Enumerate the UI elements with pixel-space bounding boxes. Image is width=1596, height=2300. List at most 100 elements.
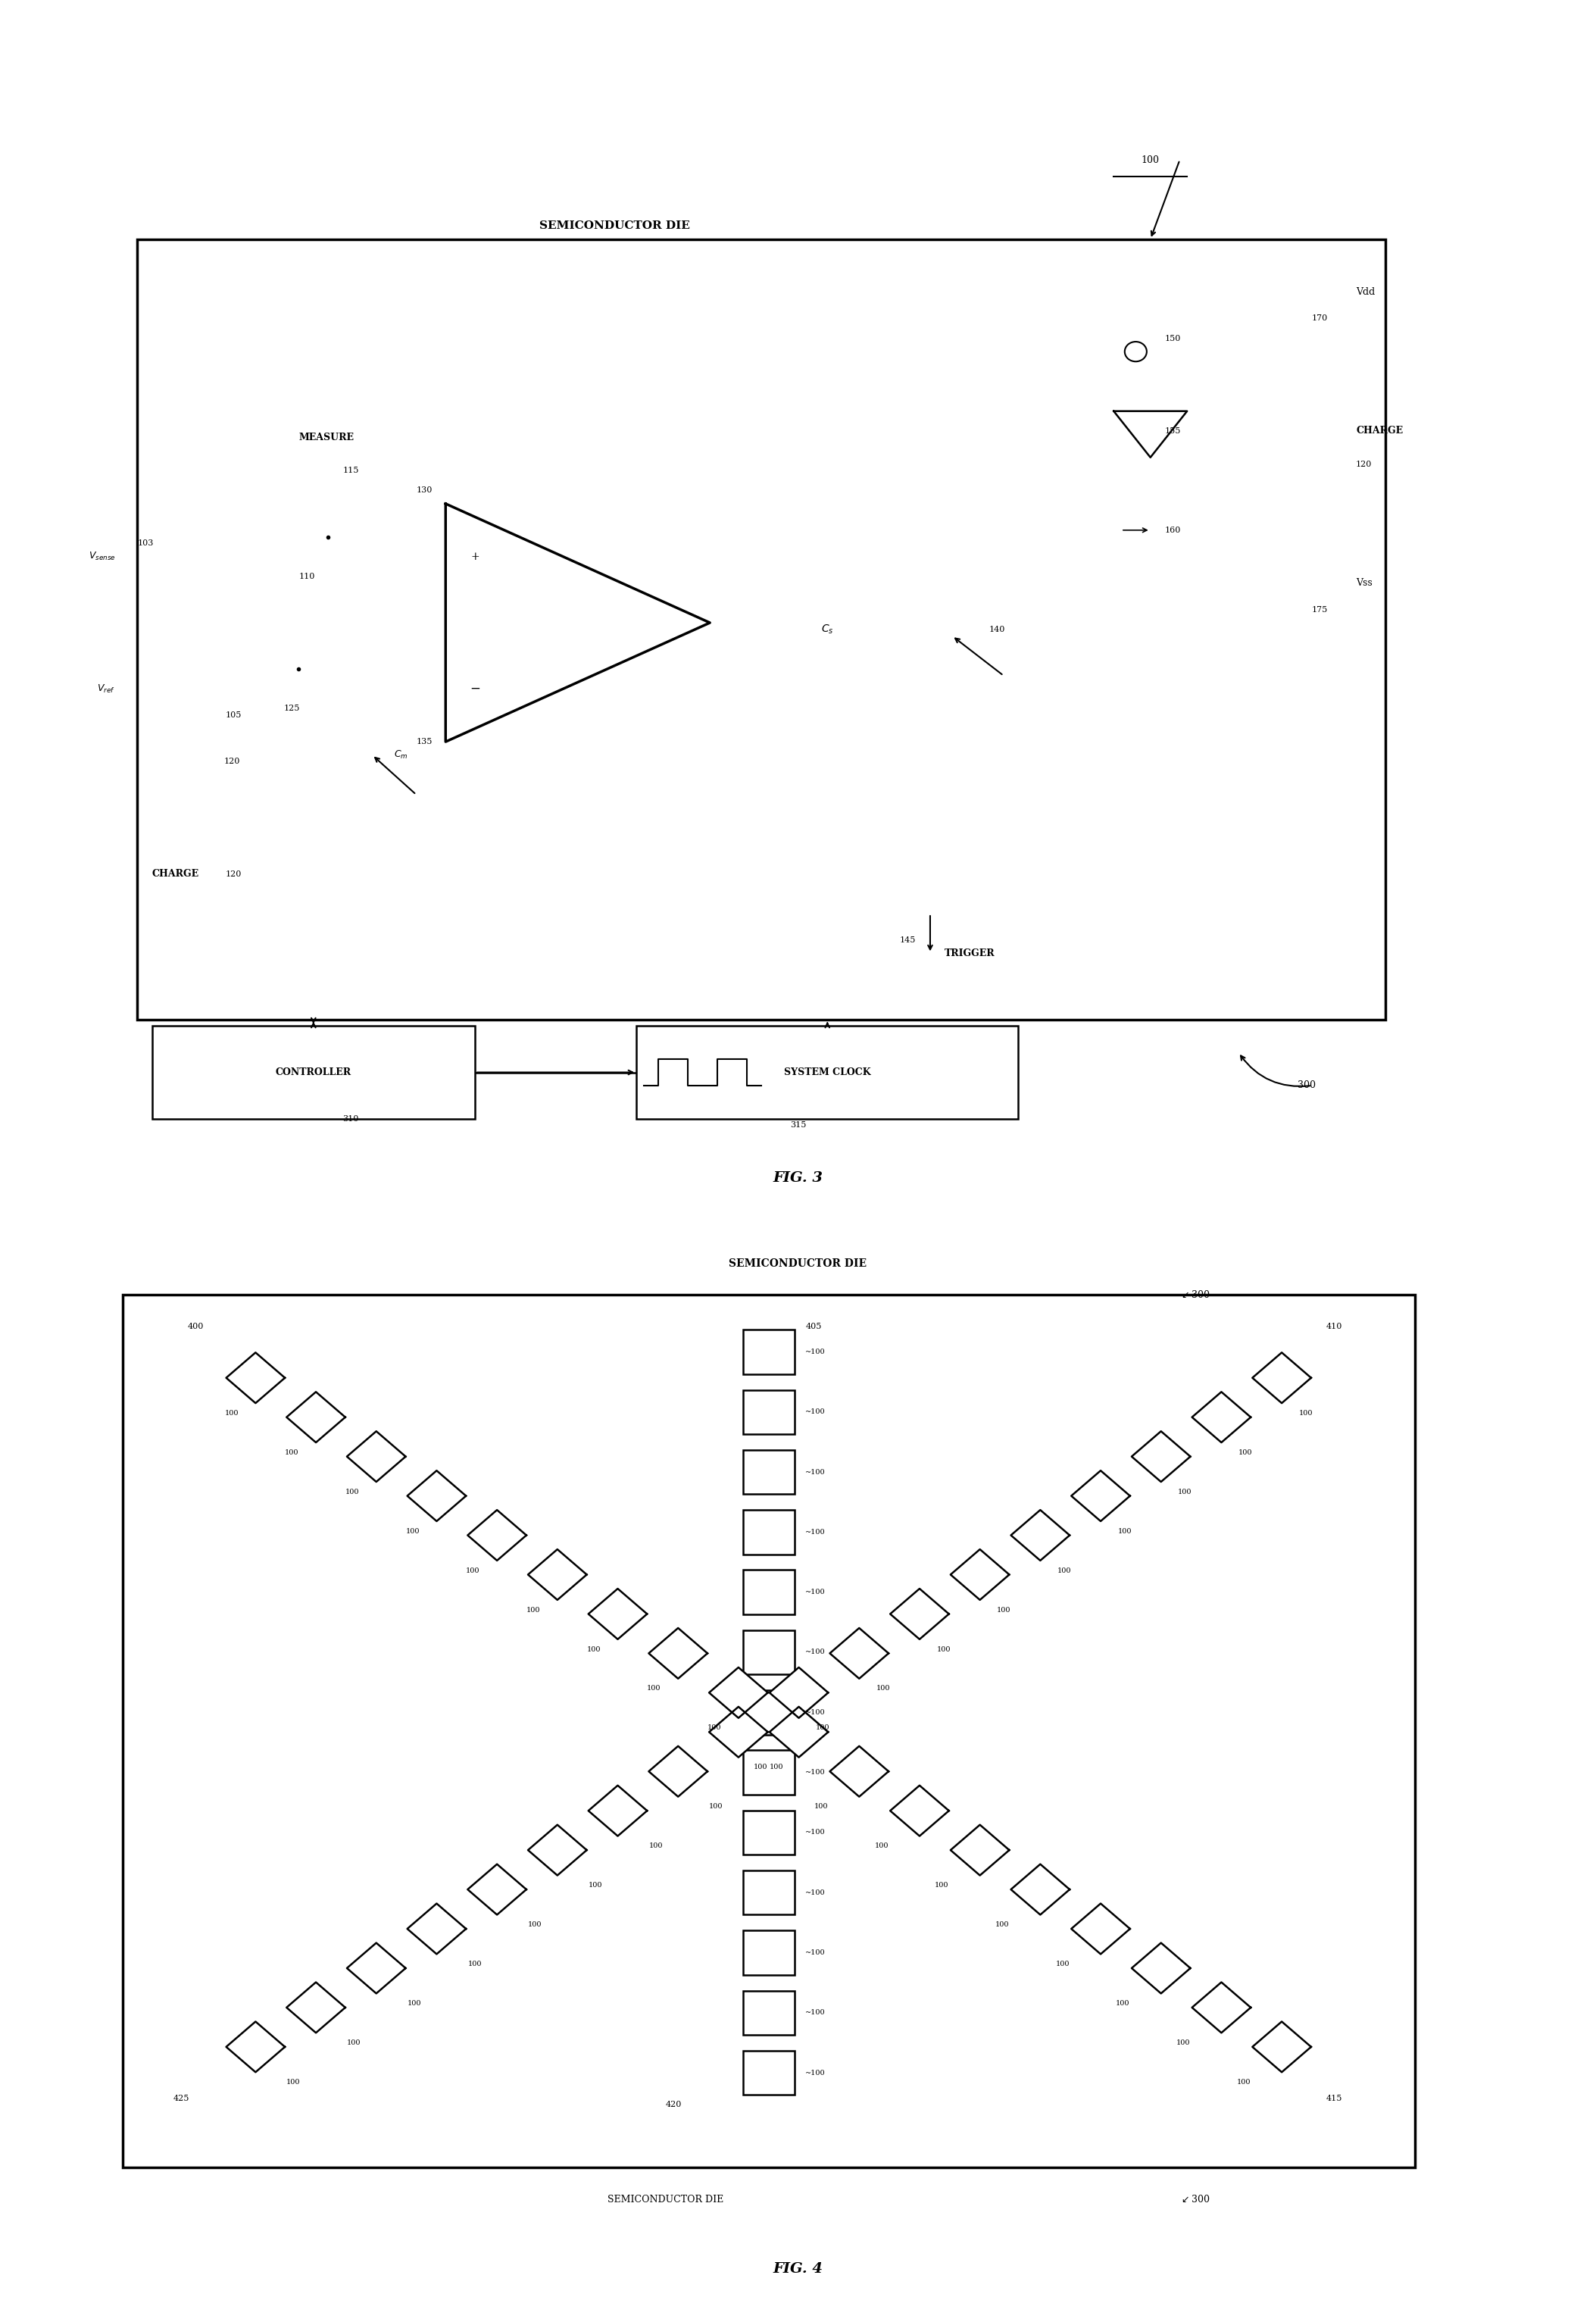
Polygon shape [589, 1589, 646, 1640]
Polygon shape [1010, 1863, 1069, 1914]
Text: 100: 100 [646, 1686, 661, 1693]
Text: CONTROLLER: CONTROLLER [276, 1067, 351, 1076]
Text: 100: 100 [589, 1881, 602, 1888]
Text: SEMICONDUCTOR DIE: SEMICONDUCTOR DIE [608, 2194, 725, 2203]
Text: 100: 100 [466, 1566, 480, 1573]
Text: 135: 135 [417, 738, 433, 745]
Text: 100: 100 [527, 1605, 541, 1612]
Text: 100: 100 [769, 1764, 784, 1771]
Text: 100: 100 [996, 1920, 1009, 1927]
Text: 100: 100 [287, 2079, 300, 2086]
Polygon shape [227, 2022, 286, 2072]
Text: SYSTEM CLOCK: SYSTEM CLOCK [784, 1067, 871, 1076]
Text: 175: 175 [1312, 605, 1328, 614]
Text: 100: 100 [1237, 2079, 1251, 2086]
Bar [744, 1810, 795, 1854]
Polygon shape [287, 1983, 345, 2033]
Polygon shape [830, 1628, 889, 1679]
Text: 315: 315 [790, 1122, 806, 1129]
Text: Vdd: Vdd [1357, 288, 1376, 297]
Text: 105: 105 [225, 711, 241, 720]
Polygon shape [1071, 1470, 1130, 1520]
Text: 130: 130 [417, 488, 433, 494]
Text: 120: 120 [223, 757, 239, 766]
Text: 100: 100 [407, 2001, 421, 2008]
Polygon shape [1253, 1352, 1310, 1403]
Text: ~100: ~100 [806, 2010, 825, 2017]
Text: 100: 100 [468, 1960, 482, 1967]
Bar [744, 1930, 795, 1976]
Text: ~100: ~100 [806, 1348, 825, 1355]
Bar [744, 1449, 795, 1495]
Text: 420: 420 [666, 2100, 681, 2109]
Text: ~100: ~100 [806, 1829, 825, 1835]
Text: 400: 400 [188, 1322, 204, 1329]
Text: 100: 100 [1178, 1488, 1192, 1495]
Bar [744, 1870, 795, 1914]
Text: 100: 100 [709, 1803, 723, 1810]
Text: 410: 410 [1326, 1322, 1342, 1329]
Text: ~100: ~100 [806, 1589, 825, 1596]
Text: 100: 100 [816, 1725, 830, 1732]
Text: 300: 300 [1298, 1081, 1315, 1090]
Text: 125: 125 [284, 704, 300, 713]
Text: MEASURE: MEASURE [298, 432, 354, 442]
Text: Vss: Vss [1357, 577, 1373, 589]
Bar [744, 1750, 795, 1794]
Text: TRIGGER: TRIGGER [945, 948, 996, 959]
Text: 120: 120 [225, 869, 241, 879]
Text: 120: 120 [1357, 460, 1373, 467]
Polygon shape [648, 1628, 707, 1679]
Polygon shape [346, 1431, 405, 1481]
Polygon shape [468, 1863, 527, 1914]
Text: 100: 100 [876, 1686, 891, 1693]
Text: $\swarrow$300: $\swarrow$300 [1179, 1290, 1210, 1300]
Text: 170: 170 [1312, 315, 1328, 322]
Polygon shape [589, 1785, 646, 1835]
Text: ~100: ~100 [806, 1408, 825, 1414]
Text: CHARGE: CHARGE [152, 869, 200, 879]
Polygon shape [709, 1668, 768, 1718]
Text: ~100: ~100 [806, 1769, 825, 1776]
Text: 100: 100 [1299, 1410, 1314, 1417]
Text: 140: 140 [990, 626, 1005, 633]
Text: 100: 100 [753, 1764, 768, 1771]
Text: 100: 100 [1238, 1449, 1253, 1456]
Bar [744, 1509, 795, 1555]
Bar [123, 1295, 1414, 2167]
Text: ~100: ~100 [806, 1470, 825, 1474]
Text: FIG. 4: FIG. 4 [772, 2263, 824, 2275]
Polygon shape [1192, 1392, 1251, 1442]
Text: ~100: ~100 [806, 2070, 825, 2077]
Polygon shape [769, 1707, 828, 1757]
Bar [744, 1989, 795, 2036]
Bar [744, 1690, 795, 1734]
Polygon shape [407, 1904, 466, 1955]
Text: 100: 100 [875, 1842, 889, 1849]
Text: $V_{sense}$: $V_{sense}$ [88, 552, 115, 561]
Text: 100: 100 [346, 2040, 361, 2047]
Text: $V_{ref}$: $V_{ref}$ [97, 683, 115, 695]
Bar [744, 2052, 795, 2095]
Polygon shape [1132, 1944, 1191, 1994]
Text: $\swarrow$300: $\swarrow$300 [1179, 2194, 1210, 2206]
Text: ~100: ~100 [806, 1888, 825, 1895]
Text: 100: 100 [345, 1488, 359, 1495]
Text: 100: 100 [587, 1647, 600, 1654]
Text: SEMICONDUCTOR DIE: SEMICONDUCTOR DIE [539, 221, 689, 232]
Text: ~100: ~100 [806, 1649, 825, 1656]
Text: SEMICONDUCTOR DIE: SEMICONDUCTOR DIE [729, 1258, 867, 1270]
Polygon shape [648, 1746, 707, 1796]
Text: ~100: ~100 [806, 1950, 825, 1955]
Text: 310: 310 [343, 1116, 359, 1122]
Text: 100: 100 [1055, 1960, 1069, 1967]
Bar [637, 1026, 1018, 1118]
Text: 100: 100 [225, 1410, 238, 1417]
Text: 100: 100 [814, 1803, 828, 1810]
Bar [137, 239, 1385, 1019]
Text: 145: 145 [899, 936, 916, 943]
Text: 160: 160 [1165, 527, 1181, 534]
Text: 100: 100 [707, 1725, 721, 1732]
Text: 110: 110 [298, 573, 314, 580]
Text: 100: 100 [1176, 2040, 1191, 2047]
